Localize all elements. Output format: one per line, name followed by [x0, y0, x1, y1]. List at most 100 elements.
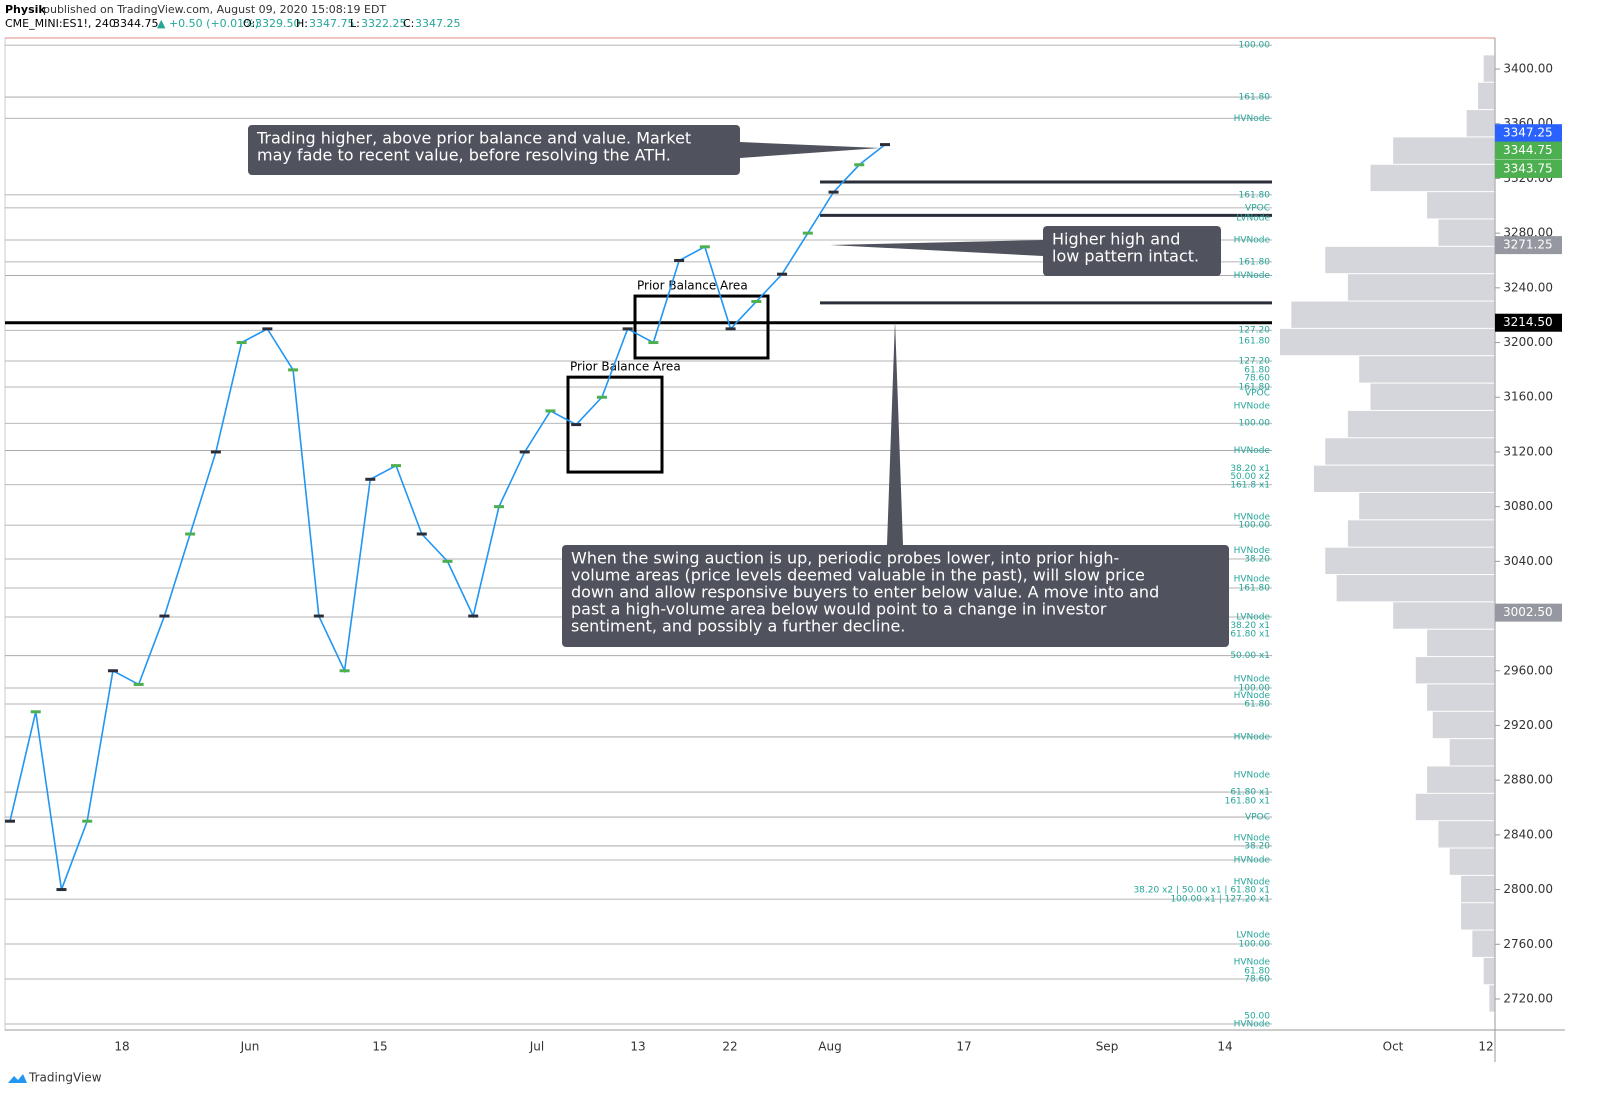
price-bar	[210, 450, 221, 454]
volume-bar	[1280, 328, 1495, 356]
price-bar	[313, 614, 324, 618]
level-label: VPOC	[1245, 389, 1270, 399]
price-bar	[828, 190, 839, 194]
price-bar	[493, 505, 504, 509]
callout-text: may fade to recent value, before resolvi…	[257, 146, 671, 165]
y-tick-label: 3120.00	[1503, 444, 1553, 458]
price-tag	[1495, 313, 1562, 332]
price-tag-label: 3347.25	[1503, 126, 1553, 140]
y-tick-label: 2760.00	[1503, 937, 1553, 951]
volume-bar	[1461, 875, 1495, 903]
x-tick-label: 13	[630, 1040, 645, 1054]
level-label: 161.80	[1239, 584, 1271, 594]
level-label: LVNode	[1236, 214, 1270, 224]
callout-text: volume areas (price levels deemed valuab…	[571, 566, 1145, 585]
volume-bar	[1483, 957, 1495, 985]
level-label: 127.20	[1239, 326, 1271, 336]
level-label: HVNode	[1234, 546, 1271, 556]
tv-logo	[8, 1074, 27, 1083]
volume-bar	[1347, 410, 1495, 438]
x-tick-label: Jul	[529, 1040, 544, 1054]
price-bar	[571, 423, 582, 427]
x-tick-label: Aug	[818, 1040, 841, 1054]
price-tag-label: 3344.75	[1503, 143, 1553, 157]
level-label: HVNode	[1234, 732, 1271, 742]
level-label: HVNode	[1234, 1019, 1271, 1029]
callout-text: past a high-volume area below would poin…	[571, 600, 1107, 619]
open: 3329.50	[255, 17, 301, 30]
level-label: 100.00 x1 | 127.20 x1	[1170, 895, 1270, 905]
price-bar	[288, 368, 299, 372]
level-label: HVNode	[1234, 674, 1271, 684]
level-label: 61.80 x1	[1230, 788, 1270, 798]
level-label: HVNode	[1234, 691, 1271, 701]
price-bar	[262, 327, 273, 331]
volume-bar	[1347, 520, 1495, 547]
volume-bar	[1336, 575, 1495, 602]
volume-bar	[1478, 82, 1495, 110]
volume-bar	[1325, 547, 1495, 575]
y-tick-label: 2960.00	[1503, 663, 1553, 677]
level-label: HVNode	[1234, 958, 1271, 968]
low: 3322.25	[361, 17, 407, 30]
volume-bar	[1489, 985, 1495, 1012]
price-tag	[1495, 124, 1562, 143]
price-bar	[133, 682, 144, 686]
level-label: HVNode	[1234, 834, 1271, 844]
level-label: 50.00 x1	[1230, 651, 1270, 661]
author: Physik	[5, 3, 46, 16]
price-bar	[725, 327, 736, 331]
level-label: HVNode	[1234, 446, 1271, 456]
price-bar	[854, 163, 865, 167]
volume-bar	[1449, 848, 1495, 875]
level-label: HVNode	[1234, 402, 1271, 412]
y-tick-label: 2920.00	[1503, 718, 1553, 732]
level-label: 38.20 x2 | 50.00 x1 | 61.80 x1	[1133, 885, 1270, 895]
callout-text: When the swing auction is up, periodic p…	[571, 549, 1119, 568]
level-label: 38.20 x1	[1230, 464, 1270, 474]
level-label: 100.00	[1239, 419, 1271, 429]
price-tag-label: 3002.50	[1503, 605, 1553, 619]
price-bar	[56, 888, 67, 892]
volume-bar	[1313, 465, 1495, 492]
price-bar	[699, 245, 710, 249]
y-tick-label: 2880.00	[1503, 773, 1553, 787]
level-label: 161.80	[1239, 337, 1271, 347]
level-label: 100.00	[1239, 41, 1271, 51]
volume-bar	[1449, 739, 1495, 766]
level-label: 127.20	[1239, 357, 1271, 367]
x-tick-label: Sep	[1096, 1040, 1119, 1054]
level-label: 78.60	[1244, 974, 1270, 984]
price-bar	[5, 819, 15, 823]
volume-bar	[1393, 602, 1495, 629]
level-label: 161.80	[1239, 190, 1271, 200]
level-label: 100.00	[1239, 683, 1271, 693]
price-tag-label: 3343.75	[1503, 161, 1553, 175]
level-label: LVNode	[1236, 930, 1270, 940]
volume-bar	[1483, 55, 1495, 82]
price-bar	[751, 300, 762, 304]
price-bar	[107, 669, 118, 673]
volume-bar	[1466, 110, 1495, 137]
price-bar	[365, 477, 376, 481]
price-tag	[1495, 141, 1562, 160]
volume-bar	[1415, 793, 1495, 821]
price-bar	[442, 559, 453, 563]
level-label: 100.00	[1239, 521, 1271, 531]
x-tick-label: 14	[1217, 1040, 1232, 1054]
price-bar	[82, 819, 93, 823]
price-bar	[236, 341, 247, 345]
plot-frame	[4, 37, 1496, 1031]
price-tag-label: 3271.25	[1503, 238, 1553, 252]
level-label: 38.20 x1	[1230, 621, 1270, 631]
balance-box	[633, 294, 770, 360]
footer-brand: TradingView	[28, 1071, 102, 1085]
callout	[248, 125, 740, 175]
level-label: 50.00	[1244, 1011, 1270, 1021]
y-tick-label: 2800.00	[1503, 882, 1553, 896]
level-label: 161.80	[1239, 93, 1271, 103]
level-label: 161.80	[1239, 257, 1271, 267]
level-label: 61.80	[1244, 699, 1270, 709]
price-bar	[802, 231, 813, 235]
price-bar	[777, 272, 788, 276]
